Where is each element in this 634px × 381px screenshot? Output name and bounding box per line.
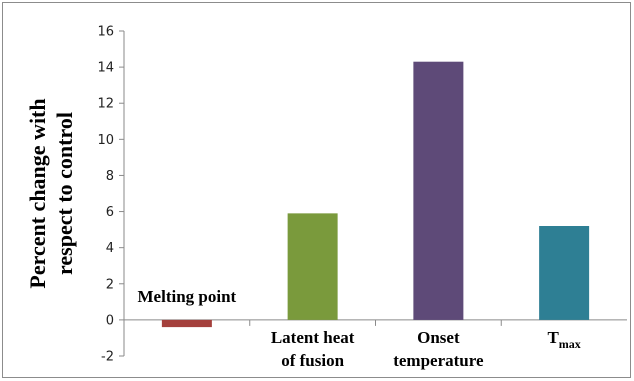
category-label: temperature (393, 351, 484, 370)
y-axis-title-line: respect to control (52, 112, 77, 275)
y-axis-title: Percent change with respect to control (25, 98, 77, 288)
bar (161, 319, 212, 328)
bar (287, 213, 338, 320)
category-label: Melting point (138, 287, 237, 306)
category-labels: Melting point Latent heat of fusion Onset te… (138, 287, 581, 370)
bar (539, 226, 590, 320)
y-tick-label: 10 (97, 133, 114, 148)
y-tick-label: 14 (97, 61, 114, 76)
category-label: Latent heat (271, 328, 355, 347)
y-tick-label: -2 (101, 350, 114, 365)
y-axis-title-line: Percent change with (25, 98, 50, 288)
y-tick-label: 6 (106, 205, 114, 220)
category-label: Onset (417, 328, 460, 347)
y-tick-label: 4 (106, 241, 114, 256)
category-label: of fusion (281, 351, 344, 370)
y-tick-labels: -2 0 2 4 6 8 10 12 14 16 (97, 25, 114, 365)
category-label: Tmax (547, 328, 580, 351)
bars (161, 61, 590, 328)
bar (413, 61, 464, 320)
y-tick-label: 12 (97, 97, 114, 112)
category-label-subscript: max (559, 337, 581, 351)
y-tick-label: 8 (106, 169, 114, 184)
y-tick-label: 0 (106, 313, 114, 328)
y-tick-label: 2 (106, 277, 114, 292)
y-tick-label: 16 (97, 25, 114, 40)
